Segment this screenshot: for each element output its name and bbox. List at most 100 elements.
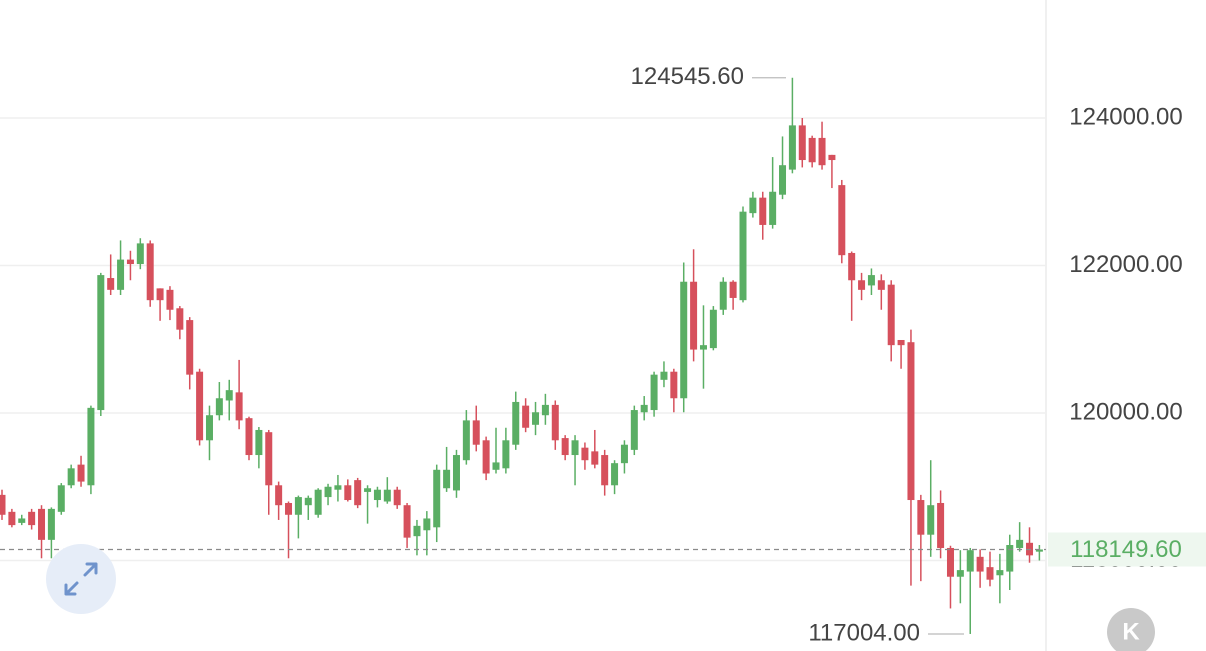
- candle-body: [472, 420, 480, 445]
- candle-body: [156, 288, 164, 301]
- y-tick-label: 120000.00: [1069, 398, 1182, 425]
- candle-body: [196, 371, 204, 441]
- candle-body: [354, 480, 362, 506]
- candle-body: [443, 469, 451, 489]
- candle-body: [314, 489, 322, 515]
- candle-body: [779, 165, 787, 195]
- candle-body: [38, 508, 46, 540]
- candle-body: [808, 137, 816, 163]
- candle-body: [492, 462, 500, 470]
- candle-body: [413, 525, 421, 537]
- candle-body: [205, 415, 213, 441]
- candle-body: [630, 410, 638, 450]
- candle-body: [47, 508, 55, 540]
- min-price-label: 117004.00: [808, 619, 920, 646]
- candle-body: [117, 259, 125, 290]
- candle-body: [265, 432, 273, 486]
- candle-body: [581, 447, 589, 461]
- candle-body: [749, 197, 757, 214]
- candle-body: [522, 405, 530, 428]
- candle-body: [838, 185, 846, 256]
- kline-button-bg[interactable]: [1107, 608, 1155, 651]
- candle-body: [452, 455, 460, 491]
- candles: [0, 77, 1043, 634]
- candle-body: [690, 281, 698, 350]
- candle-body: [986, 567, 994, 580]
- candle-body: [393, 489, 401, 506]
- candle-body: [245, 418, 253, 456]
- candle-body: [275, 485, 283, 506]
- candle-body: [482, 440, 490, 474]
- kline-button[interactable]: K: [1107, 608, 1155, 651]
- candle-body: [759, 197, 767, 225]
- candle-body: [729, 281, 737, 298]
- candle-body: [620, 444, 628, 464]
- candle-body: [887, 284, 895, 346]
- candle-body: [917, 500, 925, 535]
- candle-body: [956, 570, 964, 577]
- candle-body: [907, 342, 915, 501]
- candle-body: [719, 281, 727, 310]
- kline-button-label[interactable]: K: [1122, 618, 1140, 645]
- candle-body: [611, 463, 619, 486]
- candle-body: [858, 280, 866, 290]
- candle-body: [1006, 545, 1014, 572]
- overlay: 124545.60 117004.00 118149.60: [0, 63, 1206, 646]
- candle-body: [334, 485, 342, 490]
- candle-body: [423, 518, 431, 531]
- candle-body: [561, 438, 569, 456]
- candle-body: [255, 429, 263, 456]
- candle-body: [541, 404, 549, 416]
- candle-body: [640, 404, 648, 413]
- candle-body: [798, 125, 806, 161]
- candle-body: [67, 468, 75, 486]
- candle-body: [77, 464, 85, 482]
- last-price-label: 118149.60: [1070, 536, 1182, 563]
- candle-body: [0, 494, 6, 515]
- candle-body: [709, 309, 717, 349]
- candle-body: [57, 485, 65, 512]
- candle-body: [818, 137, 826, 166]
- candle-body: [18, 518, 26, 523]
- candle-body: [699, 345, 707, 350]
- candle-body: [304, 497, 312, 506]
- candle-body: [28, 511, 36, 526]
- candle-body: [294, 497, 302, 515]
- candle-body: [769, 191, 777, 225]
- candle-body: [937, 502, 945, 548]
- candle-body: [848, 252, 856, 281]
- y-tick-label: 124000.00: [1069, 103, 1182, 130]
- candle-body: [532, 412, 540, 425]
- candle-body: [1016, 539, 1024, 548]
- max-price-label: 124545.60: [631, 63, 744, 90]
- candle-body: [601, 455, 609, 486]
- candle-body: [166, 289, 174, 310]
- candle-body: [788, 125, 796, 170]
- candle-body: [976, 556, 984, 572]
- candle-body: [670, 371, 678, 399]
- candle-body: [107, 278, 115, 290]
- candle-body: [996, 570, 1004, 576]
- candle-body: [571, 440, 579, 456]
- candle-body: [383, 489, 391, 502]
- expand-icon[interactable]: [64, 562, 98, 596]
- candle-body: [660, 371, 668, 380]
- candle-body: [126, 259, 134, 265]
- candle-body: [897, 339, 905, 346]
- candle-body: [680, 281, 688, 399]
- candle-body: [1035, 549, 1043, 552]
- candle-body: [433, 469, 441, 528]
- candle-body: [403, 505, 411, 538]
- candle-body: [591, 451, 599, 465]
- expand-button[interactable]: [46, 544, 116, 614]
- candle-body: [215, 398, 223, 416]
- expand-button-bg[interactable]: [46, 544, 116, 614]
- candle-body: [502, 440, 510, 469]
- candle-body: [927, 505, 935, 535]
- candle-body: [364, 488, 372, 492]
- candle-body: [344, 485, 352, 501]
- candle-body: [136, 243, 144, 265]
